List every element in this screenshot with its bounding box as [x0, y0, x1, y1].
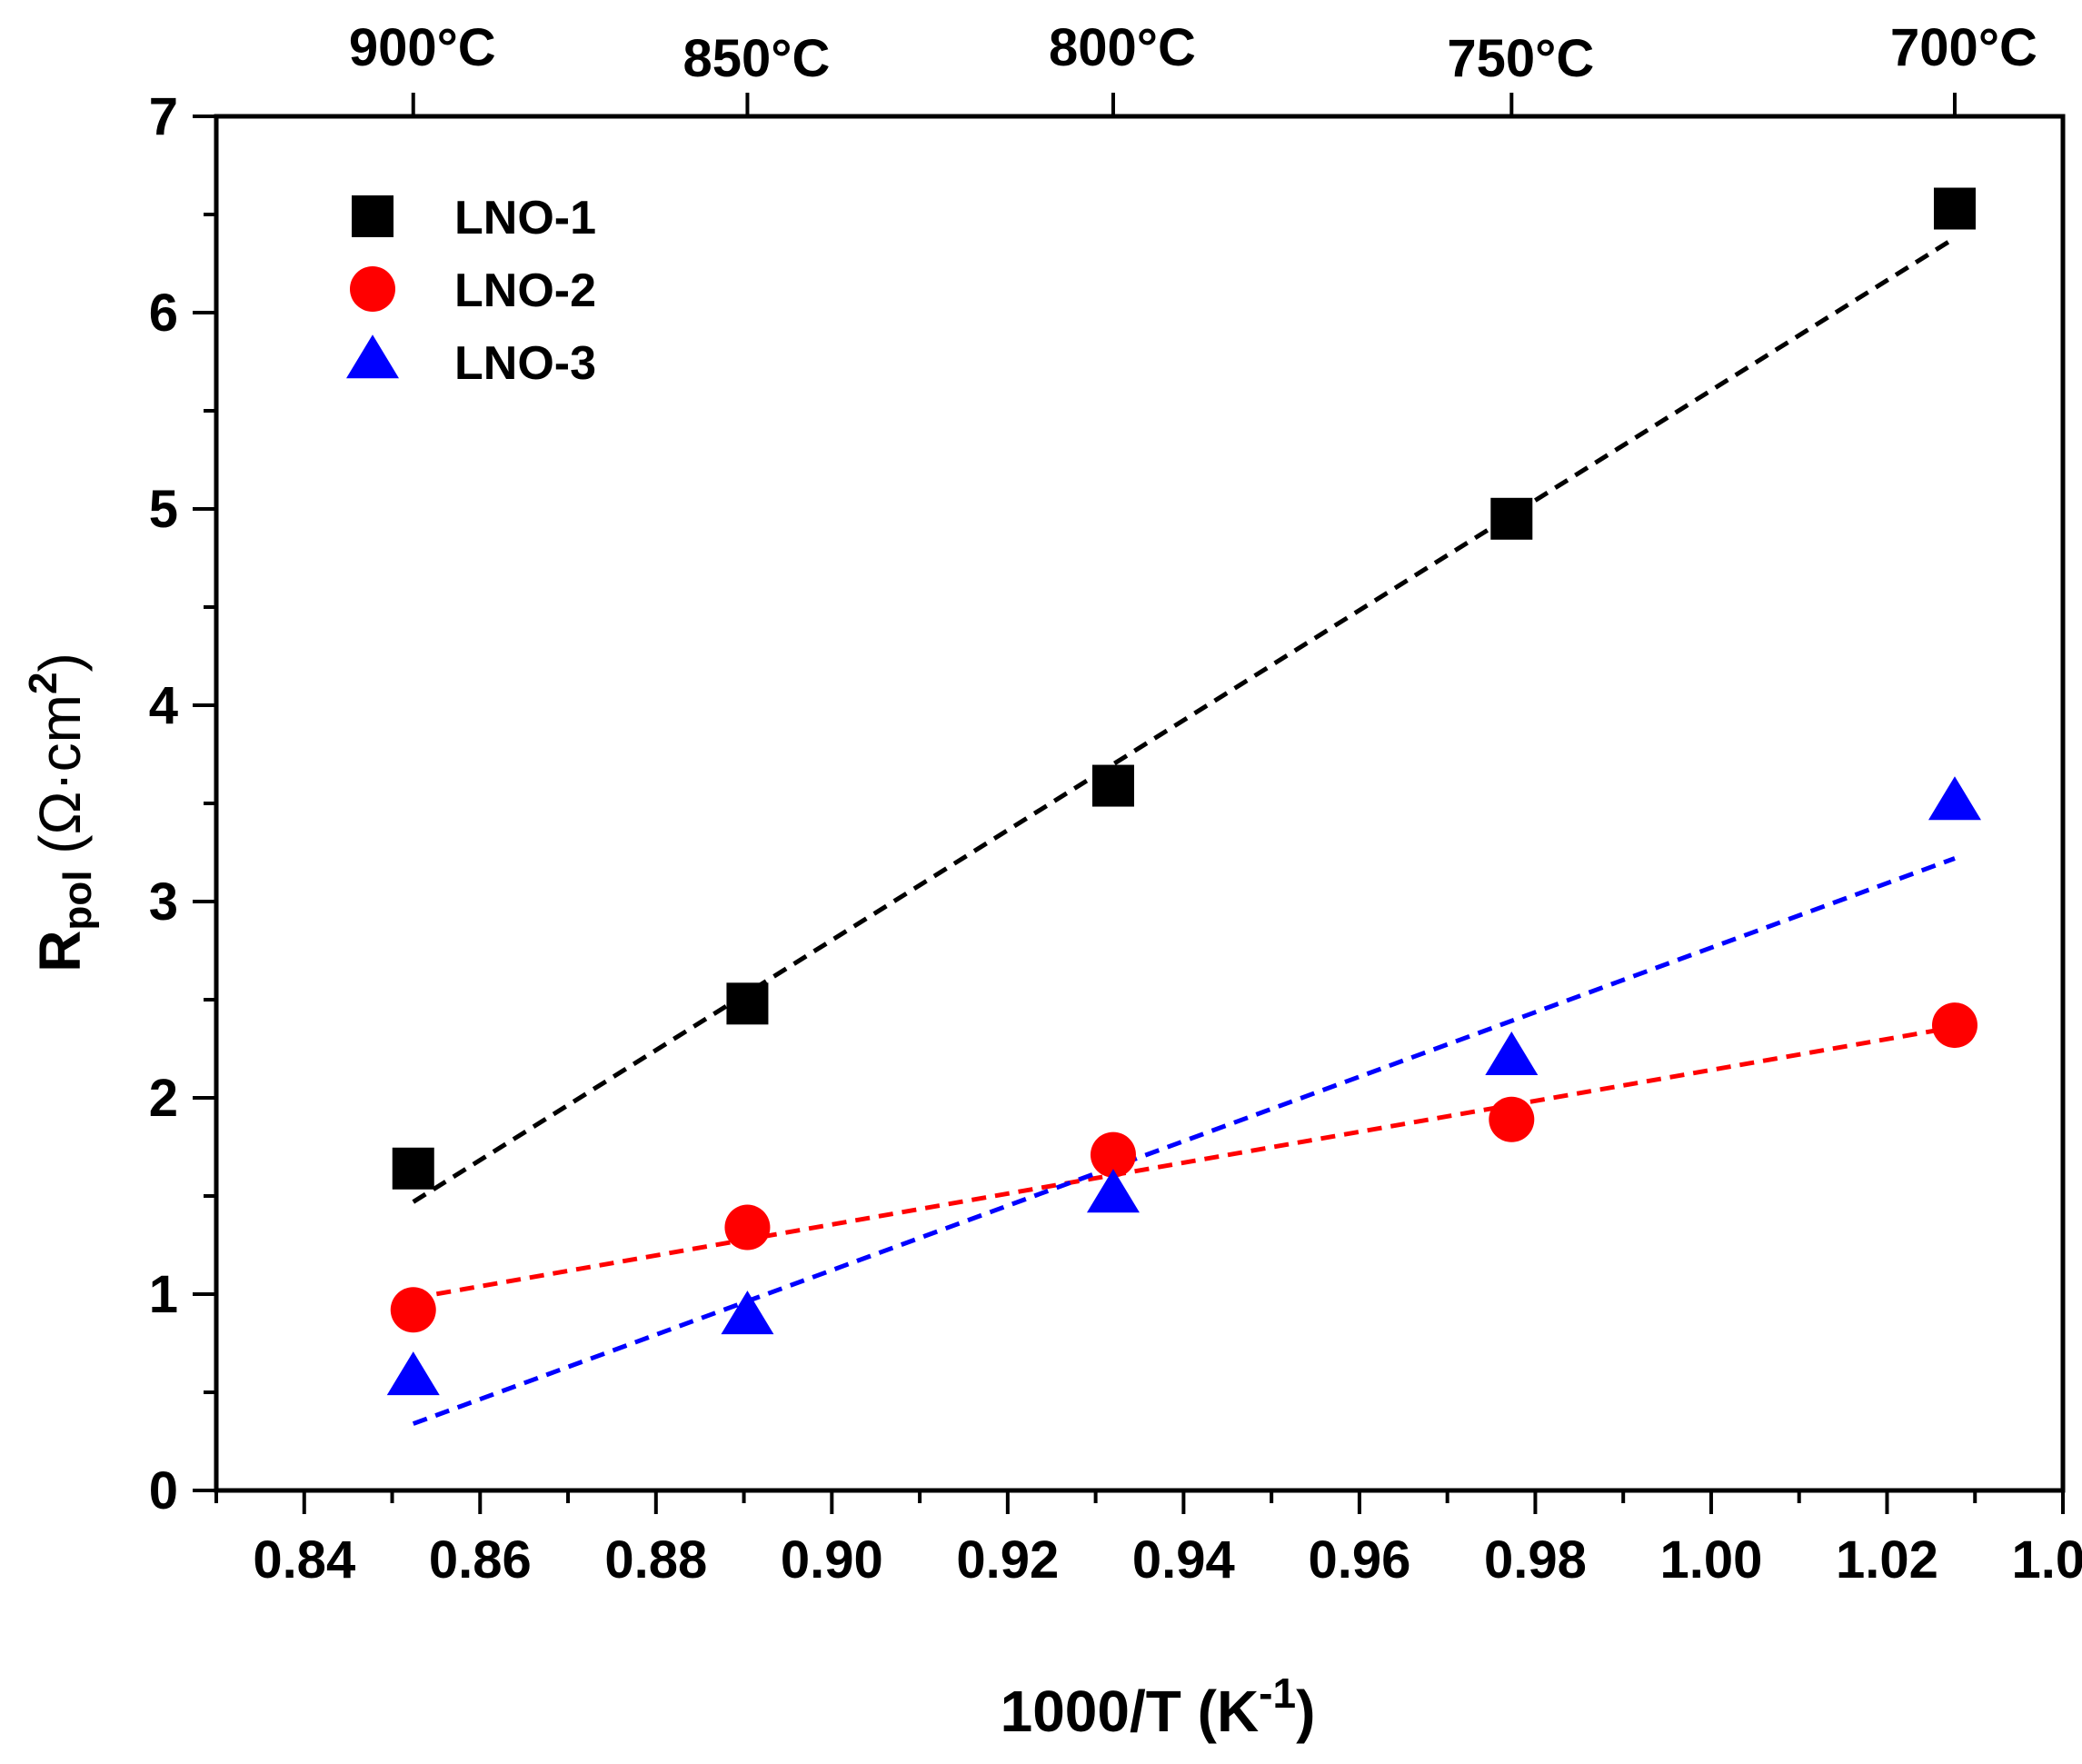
- fit-lines: [413, 238, 1955, 1424]
- x-tick-label: 0.86: [429, 1530, 532, 1590]
- y-axis-title: Rpol (Ω·cm2): [21, 653, 100, 972]
- x-tick-label: 0.94: [1132, 1530, 1235, 1590]
- y-axis-title-subscript: pol: [55, 871, 100, 931]
- x-axis-title-close: ): [1296, 1679, 1315, 1744]
- x-tick-label: 0.96: [1308, 1530, 1410, 1590]
- x-tick-label: 0.90: [781, 1530, 883, 1590]
- x-tick-label: 1.00: [1660, 1530, 1763, 1590]
- x-tick-label: 0.88: [604, 1530, 707, 1590]
- y-tick-label: 2: [149, 1069, 178, 1128]
- data-point-lno-3: [387, 1351, 440, 1395]
- x-tick-label: 0.84: [253, 1530, 355, 1590]
- y-tick-label: 5: [149, 480, 178, 539]
- x-tick-label: 1.02: [1836, 1530, 1938, 1590]
- data-point-lno-3: [1485, 1031, 1538, 1075]
- y-axis-title-main: R: [27, 931, 93, 972]
- data-point-lno-1: [1934, 188, 1976, 230]
- x-tick-label: 1.04: [2012, 1530, 2082, 1590]
- data-point-lno-1: [726, 982, 768, 1024]
- top-axis-label: 750°C: [1447, 29, 1594, 88]
- data-point-lno-2: [391, 1287, 436, 1332]
- data-point-lno-3: [1087, 1169, 1140, 1212]
- x-tick-label: 0.98: [1484, 1530, 1587, 1590]
- y-axis-title-unit: (Ω·cm: [27, 694, 93, 871]
- fit-line-lno-1: [413, 238, 1955, 1202]
- legend-marker-lno-3: [346, 334, 399, 378]
- data-point-lno-1: [393, 1148, 434, 1190]
- data-point-lno-2: [1932, 1002, 1977, 1048]
- y-tick-label: 6: [149, 284, 178, 343]
- data-point-lno-3: [1928, 776, 1981, 820]
- fit-line-lno-3: [413, 858, 1955, 1423]
- data-point-lno-1: [1092, 765, 1134, 807]
- x-axis-title: 1000/T (K-1): [1001, 1669, 1316, 1744]
- legend-marker-lno-1: [352, 195, 393, 237]
- legend-label: LNO-1: [454, 192, 596, 244]
- x-tick-label: 0.92: [956, 1530, 1059, 1590]
- legend-marker-lno-2: [350, 266, 395, 312]
- y-tick-label: 0: [149, 1461, 178, 1520]
- data-point-lno-2: [1489, 1097, 1534, 1142]
- chart-figure: 0.84 0.86 0.88 0.90 0.92 0.94 0.96 0.98 1.00 1.02…: [0, 0, 2082, 1759]
- data-point-lno-2: [724, 1205, 770, 1251]
- y-tick-label: 4: [149, 676, 178, 735]
- y-axis-title-superscript: 2: [21, 673, 65, 694]
- fit-line-lno-2: [413, 1027, 1955, 1298]
- chart-svg: 0.84 0.86 0.88 0.90 0.92 0.94 0.96 0.98 1.00 1.02…: [0, 0, 2082, 1759]
- y-tick-label: 1: [149, 1265, 178, 1324]
- top-axis-label: 900°C: [349, 18, 496, 77]
- x-axis-title-main: 1000/T (K: [1001, 1679, 1260, 1744]
- top-axis-label: 850°C: [683, 29, 831, 88]
- legend-label: LNO-2: [454, 264, 596, 317]
- data-point-lno-3: [721, 1291, 773, 1334]
- top-axis-label: 700°C: [1890, 18, 2037, 77]
- x-axis-title-superscript: -1: [1259, 1669, 1296, 1717]
- legend: LNO-1 LNO-2 LNO-3: [346, 192, 596, 390]
- y-axis-title-close: ): [27, 653, 93, 672]
- y-tick-label: 7: [149, 87, 178, 146]
- y-tick-label: 3: [149, 872, 178, 932]
- data-point-lno-1: [1490, 498, 1532, 540]
- legend-label: LNO-3: [454, 337, 596, 390]
- top-axis-label: 800°C: [1049, 18, 1196, 77]
